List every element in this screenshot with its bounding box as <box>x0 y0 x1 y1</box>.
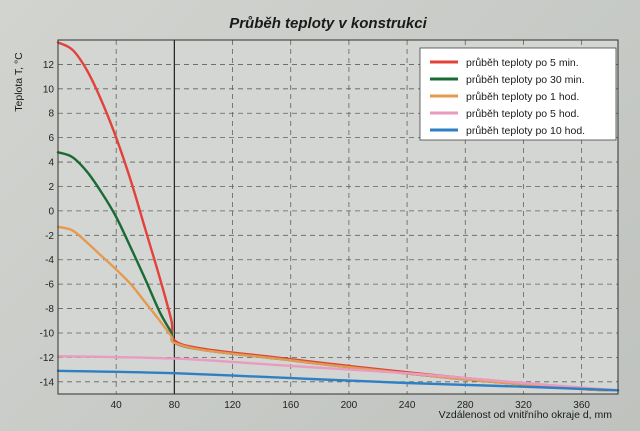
series-lines <box>56 41 620 392</box>
x-tick-label: 80 <box>169 400 181 411</box>
y-tick-label: -14 <box>40 377 55 388</box>
legend-entry-1: průběh teploty po 30 min. <box>466 74 585 86</box>
legend-entry-4: průběh teploty po 10 hod. <box>466 125 585 137</box>
y-tick-label: 10 <box>43 84 55 95</box>
y-tick-label: 2 <box>48 182 54 193</box>
x-tick-label: 120 <box>224 400 241 411</box>
x-tick-label: 360 <box>573 400 590 411</box>
chart-title: Průběh teploty v konstrukci <box>229 15 427 32</box>
y-tick-label: 8 <box>48 109 54 120</box>
y-tick-label: -4 <box>45 255 54 266</box>
legend: průběh teploty po 5 min. průběh teploty p… <box>419 47 617 141</box>
x-tick-label: 160 <box>282 400 299 411</box>
x-tick-label: 320 <box>515 400 532 411</box>
legend-entry-0: průběh teploty po 5 min. <box>466 57 579 69</box>
y-axis-label: Teplota T, °C <box>13 52 25 112</box>
y-tick-label: 4 <box>48 158 54 169</box>
y-tick-label: 6 <box>48 133 54 144</box>
y-tick-label: -6 <box>45 280 54 291</box>
y-tick-label: -10 <box>40 328 55 339</box>
y-tick-label: 12 <box>43 60 55 71</box>
series-line-4 <box>56 369 620 392</box>
x-tick-label: 40 <box>111 400 123 411</box>
x-axis-label: Vzdálenost od vnitřního okraje d, mm <box>439 409 613 421</box>
x-tick-label: 240 <box>399 400 416 411</box>
y-tick-labels: 12 10 8 6 4 2 0 -2 -4 -6 -8 -10 -12 -14 <box>40 60 55 388</box>
x-tick-label: 280 <box>457 400 474 411</box>
legend-entry-2: průběh teploty po 1 hod. <box>466 91 579 103</box>
x-tick-label: 200 <box>341 400 358 411</box>
y-tick-label: 0 <box>48 206 54 217</box>
y-tick-label: -8 <box>45 304 54 315</box>
series-line-3 <box>56 355 620 392</box>
y-tick-label: -12 <box>40 353 55 364</box>
legend-entry-3: průběh teploty po 5 hod. <box>466 108 579 120</box>
x-tick-labels: 40 80 120 160 200 240 280 320 360 <box>111 400 591 411</box>
plot-border <box>57 39 619 395</box>
y-tick-label: -2 <box>45 231 54 242</box>
